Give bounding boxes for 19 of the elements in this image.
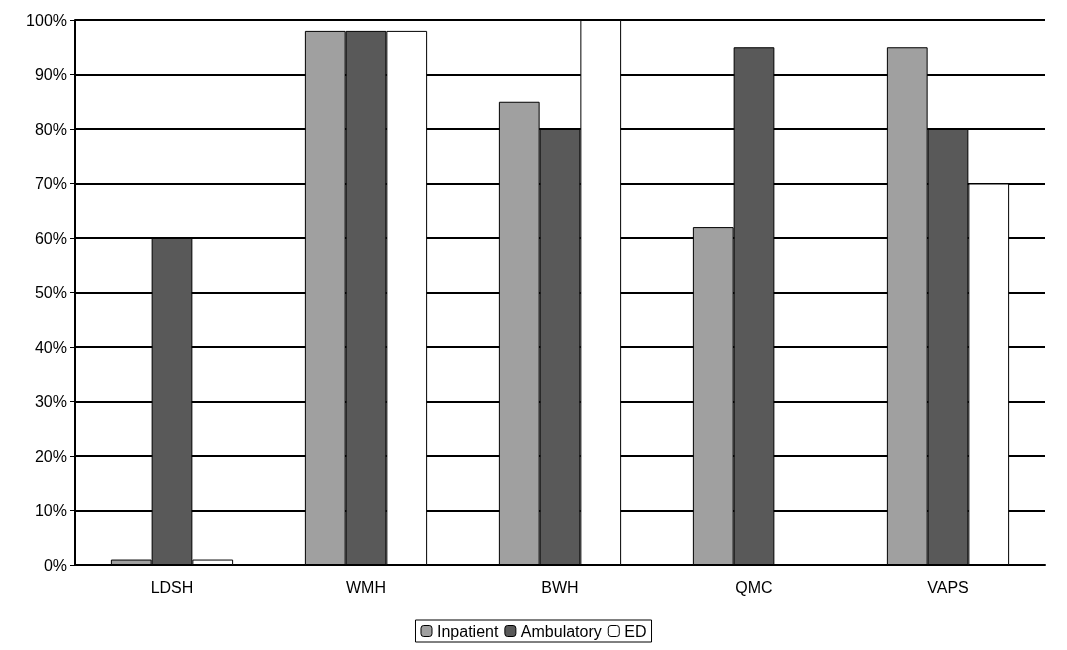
legend-label: ED [624, 622, 647, 640]
x-tick-label: VAPS [927, 578, 969, 596]
y-tick-label: 70% [34, 175, 67, 192]
y-tick-label: 20% [34, 447, 67, 465]
y-tick-label: 10% [34, 502, 67, 519]
legend-label: Inpatient [436, 622, 499, 640]
x-tick-label: QMC [735, 578, 773, 596]
y-tick-label: 80% [34, 120, 67, 138]
y-tick-label: 100% [26, 11, 67, 29]
y-tick-label: 30% [34, 393, 67, 410]
x-tick-label: LDSH [150, 578, 194, 596]
x-tick-label: WMH [346, 578, 386, 596]
y-tick-label: 0% [43, 556, 67, 574]
y-tick-label: 50% [34, 284, 67, 301]
y-tick-label: 60% [34, 229, 67, 247]
legend-label: Ambulatory [520, 622, 602, 640]
x-tick-label: BWH [541, 578, 579, 596]
y-tick-label: 40% [34, 338, 67, 356]
y-tick-label: 90% [34, 66, 67, 83]
